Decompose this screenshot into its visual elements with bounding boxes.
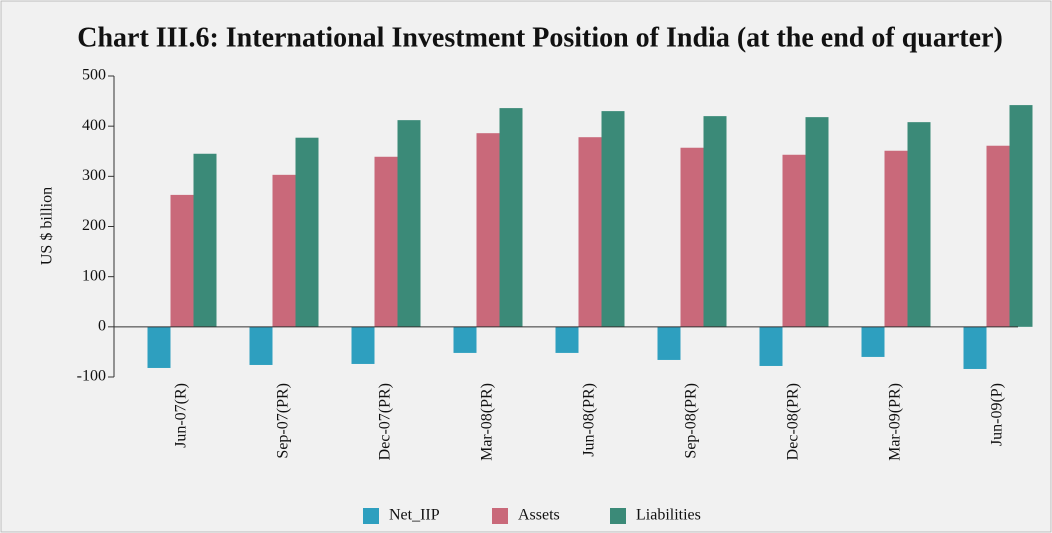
bar [476, 133, 500, 327]
x-tick-label: Sep-08(PR) [683, 383, 700, 459]
x-tick-label: Mar-09(PR) [887, 383, 904, 461]
chart-title: Chart III.6: International Investment Po… [77, 22, 1003, 53]
bar [782, 154, 806, 327]
bar [397, 120, 421, 327]
bar [657, 326, 681, 360]
bar [963, 326, 987, 369]
bar [759, 326, 783, 366]
y-axis-label: US $ billion [39, 187, 56, 265]
bar [555, 326, 579, 353]
y-tick-label: -100 [77, 368, 106, 385]
bar [1009, 105, 1033, 327]
bar [703, 116, 727, 327]
bar [193, 153, 217, 327]
bar [272, 174, 296, 327]
bar [249, 326, 273, 365]
legend-label: Liabilities [636, 507, 701, 524]
y-tick-label: 300 [82, 167, 106, 184]
legend-swatch [363, 508, 379, 524]
bar [374, 156, 398, 327]
bar [578, 137, 602, 327]
bar [601, 111, 625, 327]
bar [147, 326, 171, 368]
legend-label: Net_IIP [389, 507, 440, 524]
y-tick-label: 500 [82, 67, 106, 84]
bar [805, 117, 829, 327]
bar [986, 145, 1010, 327]
x-tick-label: Dec-07(PR) [377, 383, 394, 460]
x-tick-label: Sep-07(PR) [275, 383, 292, 459]
legend-swatch [492, 508, 508, 524]
x-tick-label: Mar-08(PR) [479, 383, 496, 461]
x-tick-label: Dec-08(PR) [785, 383, 802, 460]
x-tick-label: Jun-08(PR) [581, 383, 598, 457]
bar [884, 150, 908, 327]
y-tick-label: 200 [82, 217, 106, 234]
bar [453, 326, 477, 353]
bar [351, 326, 375, 364]
y-tick-label: 400 [82, 117, 106, 134]
y-tick-label: 100 [82, 267, 106, 284]
y-tick-label: 0 [98, 318, 106, 335]
bar [861, 326, 885, 357]
bar [170, 194, 194, 327]
bar [680, 147, 704, 327]
bar [499, 108, 523, 327]
x-tick-label: Jun-09(P) [989, 383, 1006, 446]
x-tick-label: Jun-07(R) [173, 383, 190, 448]
legend-label: Assets [518, 507, 560, 524]
bar [907, 122, 931, 327]
legend-swatch [610, 508, 626, 524]
bar [295, 137, 319, 327]
